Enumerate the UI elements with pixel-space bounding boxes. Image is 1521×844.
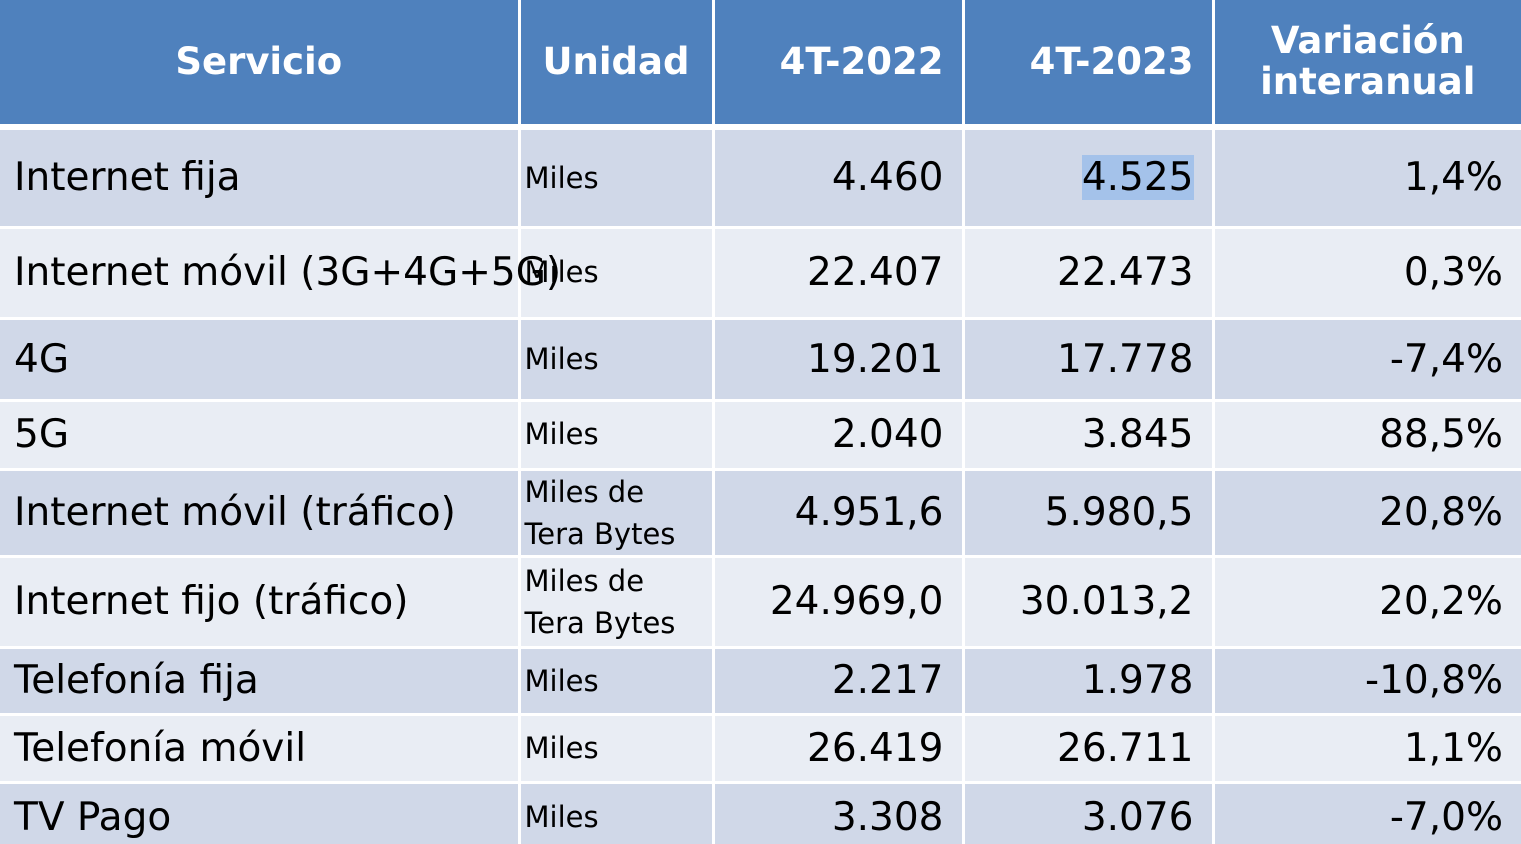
cell-4t-2022[interactable]: 4.951,6	[713, 469, 965, 558]
table-row[interactable]: Internet móvil (3G+4G+5G) Miles 22.407 2…	[0, 227, 1521, 320]
cell-unidad[interactable]: Miles	[519, 318, 715, 402]
cell-unidad[interactable]: Miles	[519, 647, 715, 716]
cell-servicio[interactable]: Telefonía móvil	[0, 714, 521, 784]
cell-4t-2022[interactable]: 2.217	[713, 647, 965, 716]
cell-servicio[interactable]: Internet móvil (tráfico)	[0, 469, 521, 558]
cell-unidad[interactable]: Miles	[519, 782, 715, 844]
cell-4t-2022[interactable]: 24.969,0	[713, 556, 965, 649]
cell-variacion[interactable]: 88,5%	[1213, 400, 1521, 471]
cell-4t-2022[interactable]: 19.201	[713, 318, 965, 402]
header-4t-2022: 4T-2022	[713, 0, 965, 130]
cell-variacion[interactable]: 0,3%	[1213, 227, 1521, 320]
cell-variacion[interactable]: -10,8%	[1213, 647, 1521, 716]
cell-servicio[interactable]: 4G	[0, 318, 521, 402]
cell-unidad[interactable]: Miles	[519, 714, 715, 784]
cell-servicio[interactable]: TV Pago	[0, 782, 521, 844]
header-unidad: Unidad	[519, 0, 715, 130]
cell-4t-2023[interactable]: 4.525	[963, 127, 1215, 229]
header-variacion-interanual: Variación interanual	[1213, 0, 1521, 130]
cell-servicio[interactable]: Telefonía fija	[0, 647, 521, 716]
cell-4t-2023[interactable]: 5.980,5	[963, 469, 1215, 558]
table-row[interactable]: 4G Miles 19.201 17.778 -7,4%	[0, 318, 1521, 402]
cell-4t-2022[interactable]: 26.419	[713, 714, 965, 784]
header-4t-2023: 4T-2023	[963, 0, 1215, 130]
table-row[interactable]: Internet fijo (tráfico) Miles de Tera By…	[0, 556, 1521, 649]
selected-text[interactable]: 4.525	[1081, 155, 1194, 201]
cell-4t-2023[interactable]: 30.013,2	[963, 556, 1215, 649]
cell-4t-2022[interactable]: 4.460	[713, 127, 965, 229]
cell-unidad[interactable]: Miles	[519, 127, 715, 229]
table-row[interactable]: TV Pago Miles 3.308 3.076 -7,0%	[0, 782, 1521, 844]
cell-4t-2022[interactable]: 22.407	[713, 227, 965, 320]
header-servicio: Servicio	[0, 0, 521, 130]
cell-variacion[interactable]: 1,4%	[1213, 127, 1521, 229]
cell-unidad[interactable]: Miles	[519, 400, 715, 471]
cell-4t-2023[interactable]: 17.778	[963, 318, 1215, 402]
cell-4t-2023[interactable]: 3.076	[963, 782, 1215, 844]
cell-variacion[interactable]: -7,4%	[1213, 318, 1521, 402]
cell-variacion[interactable]: 1,1%	[1213, 714, 1521, 784]
header-row: Servicio Unidad 4T-2022 4T-2023 Variació…	[0, 0, 1521, 130]
cell-4t-2023[interactable]: 26.711	[963, 714, 1215, 784]
cell-4t-2023[interactable]: 1.978	[963, 647, 1215, 716]
cell-servicio[interactable]: Internet fijo (tráfico)	[0, 556, 521, 649]
cell-variacion[interactable]: 20,8%	[1213, 469, 1521, 558]
cell-servicio[interactable]: Internet fija	[0, 127, 521, 229]
cell-variacion[interactable]: -7,0%	[1213, 782, 1521, 844]
table-row[interactable]: Internet móvil (tráfico) Miles de Tera B…	[0, 469, 1521, 558]
cell-variacion[interactable]: 20,2%	[1213, 556, 1521, 649]
cell-4t-2022[interactable]: 3.308	[713, 782, 965, 844]
table-row[interactable]: Telefonía fija Miles 2.217 1.978 -10,8%	[0, 647, 1521, 716]
table-row[interactable]: Internet fija Miles 4.460 4.525 1,4%	[0, 127, 1521, 229]
cell-4t-2023[interactable]: 22.473	[963, 227, 1215, 320]
cell-4t-2023[interactable]: 3.845	[963, 400, 1215, 471]
cell-unidad[interactable]: Miles	[519, 227, 715, 320]
cell-4t-2022[interactable]: 2.040	[713, 400, 965, 471]
cell-unidad[interactable]: Miles de Tera Bytes	[519, 556, 715, 649]
table-row[interactable]: 5G Miles 2.040 3.845 88,5%	[0, 400, 1521, 471]
cell-servicio[interactable]: Internet móvil (3G+4G+5G)	[0, 227, 561, 320]
cell-servicio[interactable]: 5G	[0, 400, 521, 471]
cell-unidad[interactable]: Miles de Tera Bytes	[519, 469, 715, 558]
table-row[interactable]: Telefonía móvil Miles 26.419 26.711 1,1%	[0, 714, 1521, 784]
